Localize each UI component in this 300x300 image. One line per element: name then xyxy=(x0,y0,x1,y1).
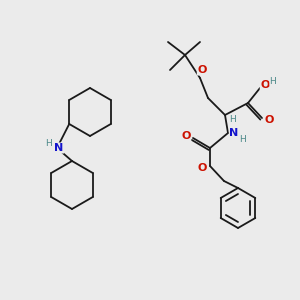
Text: H: H xyxy=(270,76,276,85)
Text: O: O xyxy=(197,163,207,173)
Text: H: H xyxy=(46,139,52,148)
Text: N: N xyxy=(54,143,64,153)
Text: O: O xyxy=(264,115,274,125)
Text: H: H xyxy=(238,136,245,145)
Text: O: O xyxy=(197,65,207,75)
Text: H: H xyxy=(229,116,236,124)
Text: O: O xyxy=(260,80,270,90)
Text: N: N xyxy=(230,128,238,138)
Text: O: O xyxy=(181,131,191,141)
